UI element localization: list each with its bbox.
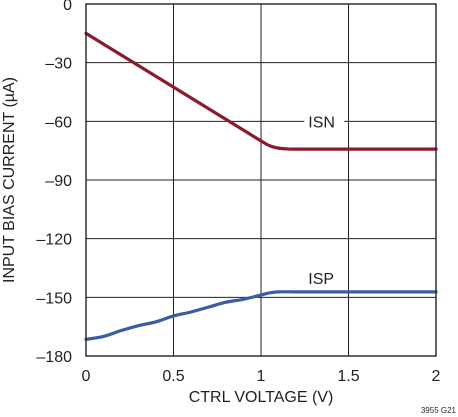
x-axis-ticks: 0 0.5 1 1.5 2 — [82, 368, 441, 385]
plot-frame — [85, 3, 437, 357]
series-labels: ISN ISP — [304, 111, 345, 288]
x-axis-title: CTRL VOLTAGE (V) — [189, 389, 334, 406]
x-tick-label: 1.5 — [337, 368, 359, 385]
x-tick-label: 0 — [82, 368, 91, 385]
series-label-isn: ISN — [308, 114, 335, 131]
x-tick-label: 2 — [432, 368, 441, 385]
y-tick-label: –90 — [45, 173, 72, 190]
figure-id: 3955 G21 — [421, 406, 457, 415]
series-label-isp: ISP — [308, 271, 334, 288]
x-tick-label: 1 — [257, 368, 266, 385]
y-tick-label: –150 — [36, 290, 72, 307]
grid — [86, 4, 436, 356]
y-axis-title: INPUT BIAS CURRENT (µA) — [1, 77, 18, 283]
series-line-isp — [84, 290, 438, 341]
y-tick-label: –120 — [36, 232, 72, 249]
series-label-backing-isp — [304, 267, 345, 288]
y-tick-label: 0 — [63, 0, 72, 14]
y-tick-label: –180 — [36, 349, 72, 366]
series-line-isn — [84, 31, 438, 151]
y-tick-label: –30 — [45, 56, 72, 73]
y-axis-ticks: 0 –30 –60 –90 –120 –150 –180 — [36, 0, 72, 366]
series-label-backing-isn — [304, 111, 345, 132]
y-tick-label: –60 — [45, 114, 72, 131]
series-layer — [84, 31, 438, 341]
x-tick-label: 0.5 — [162, 368, 184, 385]
